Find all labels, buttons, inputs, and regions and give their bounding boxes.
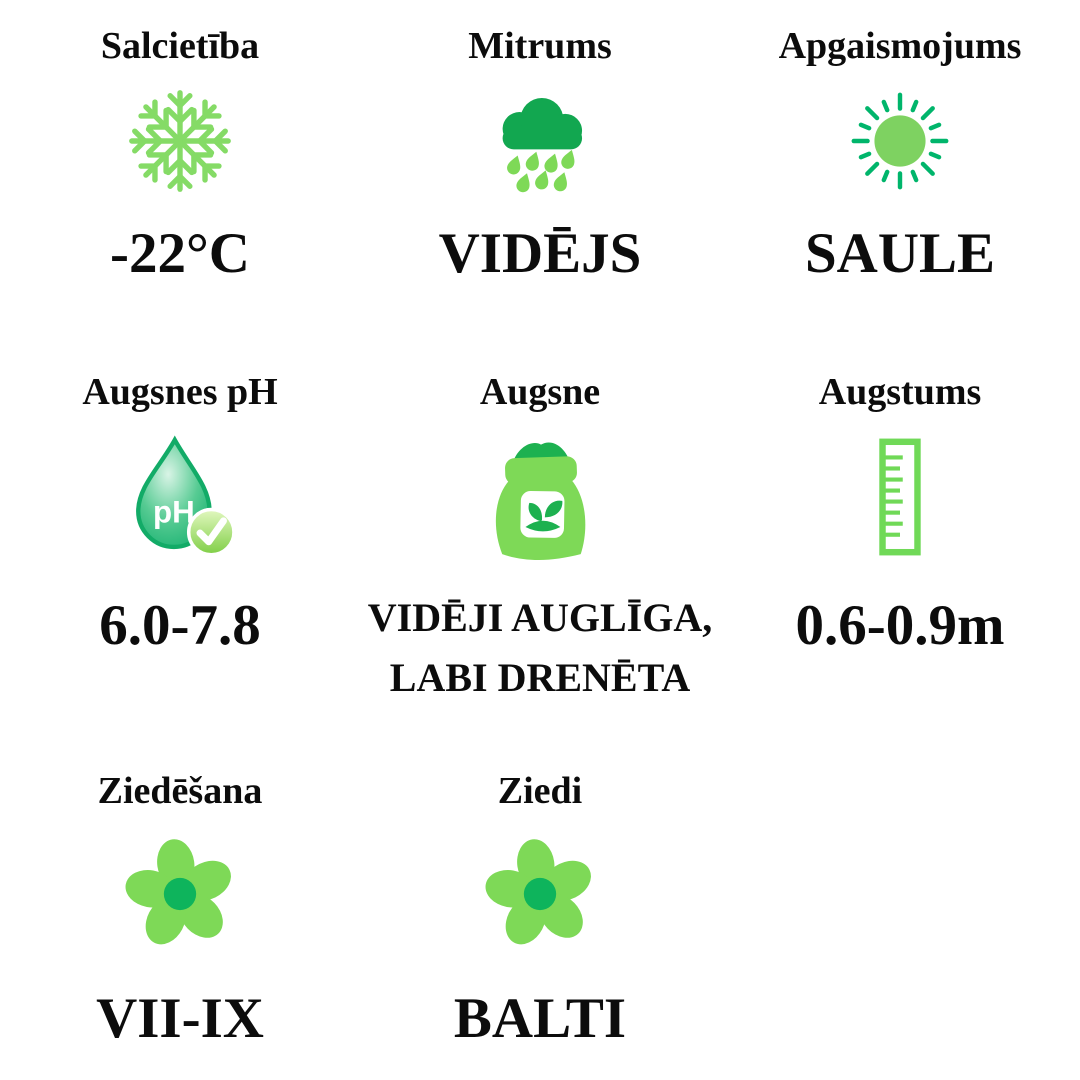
card-flowering: Ziedēšana VII-IX — [0, 735, 360, 1080]
card-value: 6.0-7.8 — [99, 593, 261, 657]
soil-bag-icon — [477, 416, 603, 578]
flower-icon — [483, 815, 597, 973]
card-value: SAULE — [804, 221, 996, 285]
card-height: Augstums 0.6-0.9m — [720, 330, 1080, 735]
sun-icon — [841, 70, 959, 212]
card-value: BALTI — [453, 986, 627, 1050]
card-title: Mitrums — [468, 25, 612, 67]
rain-cloud-icon — [479, 70, 601, 212]
empty-cell — [720, 735, 1080, 1080]
card-title: Augsne — [479, 371, 601, 413]
card-title: Augsnes pH — [82, 371, 278, 413]
card-soil-ph: Augsnes pH pH — [0, 330, 360, 735]
card-flowers: Ziedi BALTI — [360, 735, 720, 1080]
flower-icon — [123, 815, 237, 973]
card-value: VIDĒJI AUGLĪGA, LABI DRENĒTA — [367, 594, 713, 700]
card-lighting: Apgaismojums — [720, 0, 1080, 330]
ruler-icon — [877, 416, 923, 578]
card-value: VII-IX — [96, 986, 264, 1050]
card-hardiness: Salcietība -22°C — [0, 0, 360, 330]
card-title: Salcietība — [100, 25, 260, 67]
card-soil: Augsne VIDĒJI AUGLĪGA, LABI DRENĒTA — [360, 330, 720, 735]
card-title: Ziedēšana — [97, 770, 263, 812]
card-title: Augstums — [818, 371, 982, 413]
card-title: Ziedi — [497, 770, 583, 812]
card-moisture: Mitrums — [360, 0, 720, 330]
snowflake-icon — [121, 70, 239, 212]
card-value: VIDĒJS — [438, 221, 642, 285]
ph-label: pH — [153, 495, 195, 530]
card-title: Apgaismojums — [778, 25, 1022, 67]
card-value: -22°C — [110, 221, 250, 285]
ph-drop-icon: pH — [119, 416, 241, 578]
card-value: 0.6-0.9m — [795, 593, 1005, 657]
